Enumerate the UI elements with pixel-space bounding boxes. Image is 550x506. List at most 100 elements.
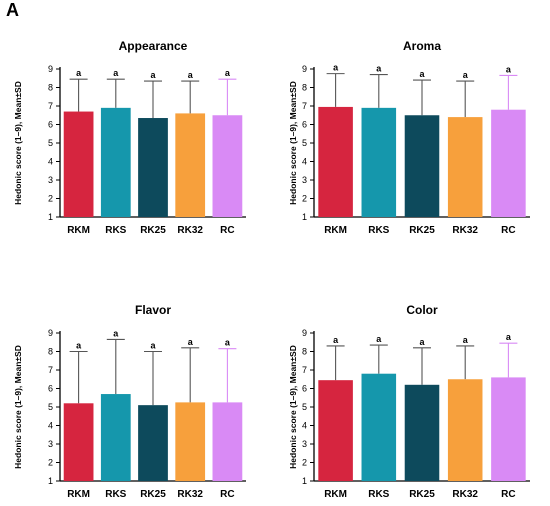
x-tick-label: RK32 xyxy=(452,225,478,236)
y-tick-label: 8 xyxy=(48,83,53,93)
x-tick-label: RC xyxy=(220,489,234,500)
bar-rc xyxy=(212,402,243,481)
y-tick-label: 2 xyxy=(302,194,307,204)
bar-rkm xyxy=(63,403,94,481)
bar-rkm xyxy=(63,111,94,217)
significance-label: a xyxy=(333,335,339,345)
y-tick-label: 5 xyxy=(302,138,307,148)
bar-rk25 xyxy=(404,115,440,217)
significance-label: a xyxy=(188,70,194,80)
significance-label: a xyxy=(463,70,469,80)
significance-label: a xyxy=(76,68,82,78)
y-tick-label: 2 xyxy=(48,194,53,204)
y-tick-label: 3 xyxy=(302,439,307,449)
significance-label: a xyxy=(506,332,512,342)
significance-label: a xyxy=(225,68,231,78)
significance-label: a xyxy=(506,64,512,74)
y-tick-label: 4 xyxy=(302,421,307,431)
y-tick-label: 7 xyxy=(48,365,53,375)
x-tick-label: RKS xyxy=(368,225,389,236)
x-tick-label: RKM xyxy=(324,489,347,500)
y-tick-label: 1 xyxy=(302,476,307,486)
significance-label: a xyxy=(76,341,82,351)
y-tick-label: 3 xyxy=(302,175,307,185)
y-tick-label: 8 xyxy=(302,347,307,357)
bar-rk32 xyxy=(447,117,483,217)
chart-title: Appearance xyxy=(119,39,188,53)
y-tick-label: 8 xyxy=(48,347,53,357)
significance-label: a xyxy=(376,334,382,344)
y-tick-label: 1 xyxy=(302,212,307,222)
panel-label: A xyxy=(6,0,19,20)
y-axis-label: Hedonic score (1–9), Mean±SD xyxy=(288,81,298,205)
y-axis-label: Hedonic score (1–9), Mean±SD xyxy=(13,345,23,469)
bar-rk32 xyxy=(175,402,206,481)
chart-title: Color xyxy=(406,303,438,317)
y-tick-label: 7 xyxy=(302,365,307,375)
y-tick-label: 5 xyxy=(48,138,53,148)
bar-rks xyxy=(361,373,397,481)
bar-rk25 xyxy=(404,384,440,481)
y-tick-label: 9 xyxy=(48,328,53,338)
x-tick-label: RC xyxy=(220,225,234,236)
y-tick-label: 1 xyxy=(48,212,53,222)
bar-rc xyxy=(491,377,526,481)
y-tick-label: 7 xyxy=(48,101,53,111)
y-tick-label: 2 xyxy=(302,458,307,468)
chart-0: Appearance Hedonic score (1–9), Mean±SD 1 2… xyxy=(13,39,246,236)
y-tick-label: 5 xyxy=(48,402,53,412)
significance-label: a xyxy=(419,337,425,347)
x-tick-label: RKS xyxy=(105,225,126,236)
x-tick-label: RKS xyxy=(368,489,389,500)
y-tick-label: 4 xyxy=(48,421,53,431)
chart-1: Aroma Hedonic score (1–9), Mean±SD 1 2 3 4 5 6 7… xyxy=(288,39,530,236)
x-tick-label: RK25 xyxy=(140,489,166,500)
x-tick-label: RKM xyxy=(324,225,347,236)
x-tick-label: RK25 xyxy=(140,225,166,236)
y-tick-label: 6 xyxy=(48,384,53,394)
x-tick-label: RKS xyxy=(105,489,126,500)
x-tick-label: RK25 xyxy=(409,489,435,500)
significance-label: a xyxy=(333,63,339,73)
y-tick-label: 9 xyxy=(48,64,53,74)
y-axis-label: Hedonic score (1–9), Mean±SD xyxy=(13,81,23,205)
significance-label: a xyxy=(113,68,119,78)
y-tick-label: 6 xyxy=(48,120,53,130)
x-tick-label: RKM xyxy=(67,489,90,500)
bar-rks xyxy=(100,107,131,217)
significance-label: a xyxy=(419,69,425,79)
y-tick-label: 6 xyxy=(302,384,307,394)
y-tick-label: 2 xyxy=(48,458,53,468)
bar-rc xyxy=(491,109,526,217)
bar-rks xyxy=(361,107,397,217)
chart-2: Flavor Hedonic score (1–9), Mean±SD 1 2 3 4 5 6… xyxy=(13,303,246,500)
bar-rk25 xyxy=(138,118,168,217)
significance-label: a xyxy=(150,341,156,351)
bar-rk32 xyxy=(175,113,206,217)
bar-rk25 xyxy=(138,405,168,481)
significance-label: a xyxy=(150,70,156,80)
significance-label: a xyxy=(188,337,194,347)
chart-title: Flavor xyxy=(135,303,171,317)
chart-title: Aroma xyxy=(403,39,441,53)
x-tick-label: RK32 xyxy=(177,225,203,236)
x-tick-label: RK32 xyxy=(452,489,478,500)
bar-rk32 xyxy=(447,379,483,481)
bar-rc xyxy=(212,115,243,217)
y-tick-label: 4 xyxy=(302,157,307,167)
significance-label: a xyxy=(376,64,382,74)
x-tick-label: RK25 xyxy=(409,225,435,236)
y-tick-label: 5 xyxy=(302,402,307,412)
y-tick-label: 3 xyxy=(48,175,53,185)
chart-3: Color Hedonic score (1–9), Mean±SD 1 2 3 4 5 6 7… xyxy=(288,303,530,500)
x-tick-label: RK32 xyxy=(177,489,203,500)
y-tick-label: 4 xyxy=(48,157,53,167)
y-axis-label: Hedonic score (1–9), Mean±SD xyxy=(288,345,298,469)
significance-label: a xyxy=(225,338,231,348)
x-tick-label: RC xyxy=(501,225,515,236)
bar-rkm xyxy=(318,380,353,481)
y-tick-label: 9 xyxy=(302,64,307,74)
y-tick-label: 3 xyxy=(48,439,53,449)
significance-label: a xyxy=(463,335,469,345)
significance-label: a xyxy=(113,328,119,338)
